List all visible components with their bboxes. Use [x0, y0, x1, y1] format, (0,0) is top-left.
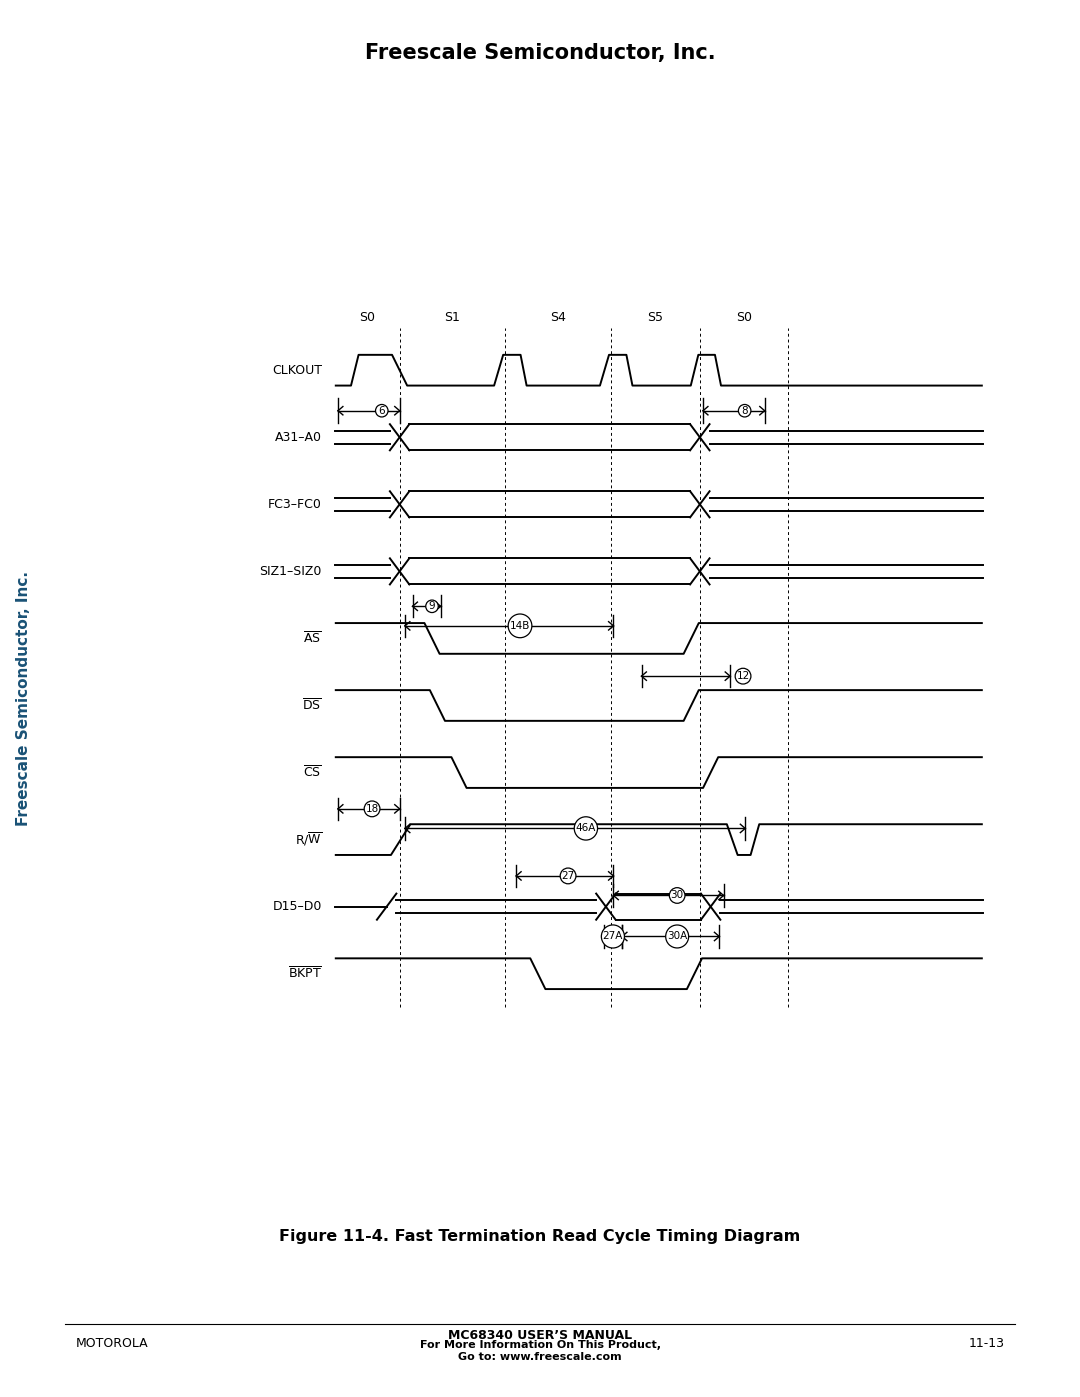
Text: S4: S4 [551, 310, 566, 324]
Text: 6: 6 [378, 405, 386, 416]
Text: MC68340 USER’S MANUAL: MC68340 USER’S MANUAL [448, 1329, 632, 1343]
Text: Figure 11-4. Fast Termination Read Cycle Timing Diagram: Figure 11-4. Fast Termination Read Cycle… [280, 1229, 800, 1243]
Text: 30A: 30A [667, 932, 687, 942]
Text: A31–A0: A31–A0 [274, 430, 322, 444]
Text: $\overline{\mathrm{BKPT}}$: $\overline{\mathrm{BKPT}}$ [287, 965, 322, 982]
Text: R/$\overline{\mathrm{W}}$: R/$\overline{\mathrm{W}}$ [295, 831, 322, 848]
Text: 8: 8 [741, 405, 748, 416]
Text: SIZ1–SIZ0: SIZ1–SIZ0 [259, 564, 322, 578]
Text: S5: S5 [648, 310, 663, 324]
Text: 27A: 27A [603, 932, 623, 942]
Text: 30: 30 [671, 890, 684, 901]
Text: $\overline{\mathrm{DS}}$: $\overline{\mathrm{DS}}$ [302, 697, 322, 714]
Text: Freescale Semiconductor, Inc.: Freescale Semiconductor, Inc. [365, 43, 715, 63]
Text: Freescale Semiconductor, Inc.: Freescale Semiconductor, Inc. [16, 571, 31, 826]
Text: 14B: 14B [510, 620, 530, 631]
Text: D15–D0: D15–D0 [272, 900, 322, 914]
Text: 9: 9 [429, 601, 435, 612]
Text: 11-13: 11-13 [969, 1337, 1004, 1351]
Text: S0: S0 [737, 310, 752, 324]
Text: S1: S1 [445, 310, 460, 324]
Text: $\overline{\mathrm{AS}}$: $\overline{\mathrm{AS}}$ [303, 630, 322, 647]
Text: FC3–FC0: FC3–FC0 [268, 497, 322, 511]
Text: 18: 18 [365, 803, 379, 814]
Text: 46A: 46A [576, 823, 596, 834]
Text: $\overline{\mathrm{CS}}$: $\overline{\mathrm{CS}}$ [303, 764, 322, 781]
Text: For More Information On This Product,
Go to: www.freescale.com: For More Information On This Product, Go… [419, 1340, 661, 1362]
Text: CLKOUT: CLKOUT [272, 363, 322, 377]
Text: 12: 12 [737, 671, 750, 682]
Text: S0: S0 [360, 310, 375, 324]
Text: 27: 27 [562, 870, 575, 882]
Text: MOTOROLA: MOTOROLA [76, 1337, 148, 1351]
